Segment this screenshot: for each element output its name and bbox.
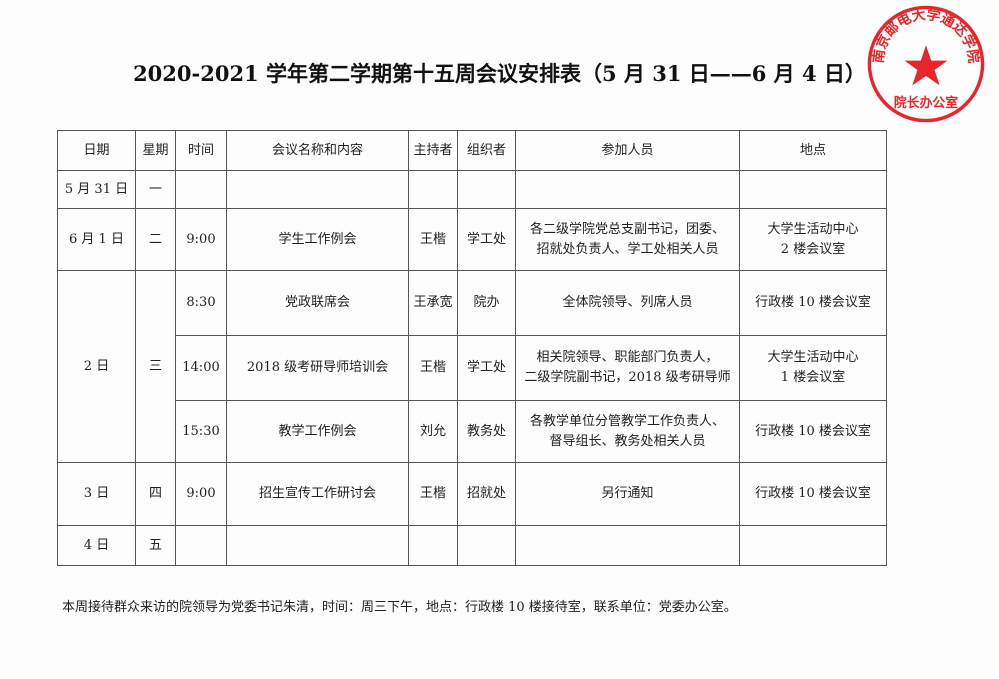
- host-cell: 王承宽: [408, 270, 458, 336]
- attendees-cell: 全体院领导、列席人员: [515, 270, 740, 336]
- table-row: 15:30 教学工作例会 刘允 教务处 各教学单位分管教学工作负责人、 督导组长、…: [58, 400, 887, 463]
- header-attendees: 参加人员: [515, 130, 740, 171]
- svg-text:院长办公室: 院长办公室: [894, 95, 958, 111]
- attendees-cell: 各二级学院党总支副书记，团委、 招就处负责人、学工处相关人员: [515, 208, 740, 271]
- host-cell: 刘允: [408, 400, 458, 463]
- meeting-schedule-table: 日期 星期 时间 会议名称和内容 主持者 组织者 参加人员 地点 5 月 31 …: [57, 130, 887, 566]
- meeting-name-cell: 2018 级考研导师培训会: [226, 335, 409, 401]
- star-icon: [904, 45, 948, 86]
- header-time: 时间: [175, 130, 227, 171]
- weekday-cell: 二: [135, 208, 176, 271]
- weekday-cell: 五: [135, 525, 176, 566]
- header-meeting: 会议名称和内容: [226, 130, 409, 171]
- organizer-cell: 学工处: [457, 335, 516, 401]
- attendees-line: 各二级学院党总支副书记，团委、: [529, 221, 725, 237]
- attendees-cell: 各教学单位分管教学工作负责人、 督导组长、教务处相关人员: [515, 400, 740, 463]
- location-line: 1 楼会议室: [780, 370, 846, 385]
- header-host: 主持者: [408, 130, 458, 171]
- header-weekday: 星期: [135, 130, 176, 171]
- table-row: 4 日 五: [57, 525, 887, 566]
- attendees-cell: 相关院领导、职能部门负责人， 二级学院副书记，2018 级考研导师: [515, 335, 740, 401]
- location-line: 大学生活动中心: [767, 350, 859, 365]
- location-cell: 大学生活动中心 1 楼会议室: [739, 335, 887, 401]
- date-cell: 4 日: [57, 525, 136, 566]
- official-seal-stamp: 南京邮电大学通达学院 院长办公室: [867, 5, 985, 123]
- host-cell: 王楷: [408, 208, 458, 271]
- attendees-line: 相关院领导、职能部门负责人，: [536, 350, 719, 365]
- host-cell: 王楷: [408, 462, 458, 526]
- meeting-name-cell: 党政联席会: [226, 270, 409, 336]
- attendees-line: 招就处负责人、学工处相关人员: [536, 241, 719, 257]
- table-row: 3 日 四 9:00 招生宣传工作研讨会 王楷 招就处 另行通知 行政楼 10 …: [57, 462, 887, 526]
- organizer-cell: 教务处: [457, 400, 516, 463]
- table-header-row: 日期 星期 时间 会议名称和内容 主持者 组织者 参加人员 地点: [57, 130, 887, 171]
- location-cell: 行政楼 10 楼会议室: [739, 462, 887, 526]
- table-row: 2 日 三 8:30 党政联席会 王承宽 院办 全体院领导、列席人员 行政楼 1…: [57, 270, 887, 463]
- date-cell: 5 月 31 日: [57, 170, 136, 209]
- time-cell: 9:00: [175, 462, 227, 526]
- meeting-name-cell: 教学工作例会: [226, 400, 409, 463]
- table-row: 5 月 31 日 一: [57, 170, 887, 209]
- weekday-cell: 四: [135, 462, 176, 526]
- organizer-cell: 招就处: [457, 462, 516, 526]
- organizer-cell: 学工处: [457, 208, 516, 271]
- organizer-cell: 院办: [457, 270, 516, 336]
- footer-note: 本周接待群众来访的院领导为党委书记朱清，时间：周三下午，地点：行政楼 10 楼接…: [62, 600, 737, 615]
- host-cell: 王楷: [408, 335, 458, 401]
- attendees-cell: 另行通知: [515, 462, 740, 526]
- header-organizer: 组织者: [457, 130, 516, 171]
- location-cell: 大学生活动中心 2 楼会议室: [739, 208, 887, 271]
- attendees-line: 各教学单位分管教学工作负责人、: [529, 413, 725, 429]
- location-line: 大学生活动中心: [767, 221, 859, 237]
- location-cell: 行政楼 10 楼会议室: [739, 400, 887, 463]
- location-cell: 行政楼 10 楼会议室: [739, 270, 887, 336]
- attendees-line: 二级学院副书记，2018 级考研导师: [524, 370, 731, 385]
- date-cell: 6 月 1 日: [57, 208, 136, 271]
- time-cell: 8:30: [175, 270, 227, 336]
- meeting-name-cell: 学生工作例会: [226, 208, 409, 271]
- page-title: 2020-2021 学年第二学期第十五周会议安排表（5 月 31 日——6 月 …: [133, 61, 866, 86]
- meeting-name-cell: 招生宣传工作研讨会: [226, 462, 409, 526]
- time-cell: 14:00: [175, 335, 227, 401]
- weekday-cell: 三: [135, 270, 176, 463]
- table-row: 6 月 1 日 二 9:00 学生工作例会 王楷 学工处 各二级学院党总支副书记…: [57, 208, 887, 271]
- time-cell: 15:30: [175, 400, 227, 463]
- header-date: 日期: [57, 130, 136, 171]
- date-cell: 2 日: [57, 270, 136, 463]
- location-line: 2 楼会议室: [780, 241, 846, 257]
- table-row: 14:00 2018 级考研导师培训会 王楷 学工处 相关院领导、职能部门负责人…: [58, 335, 887, 401]
- weekday-cell: 一: [135, 170, 176, 209]
- header-location: 地点: [739, 130, 887, 171]
- date-cell: 3 日: [57, 462, 136, 526]
- attendees-line: 督导组长、教务处相关人员: [549, 433, 706, 449]
- time-cell: 9:00: [175, 208, 227, 271]
